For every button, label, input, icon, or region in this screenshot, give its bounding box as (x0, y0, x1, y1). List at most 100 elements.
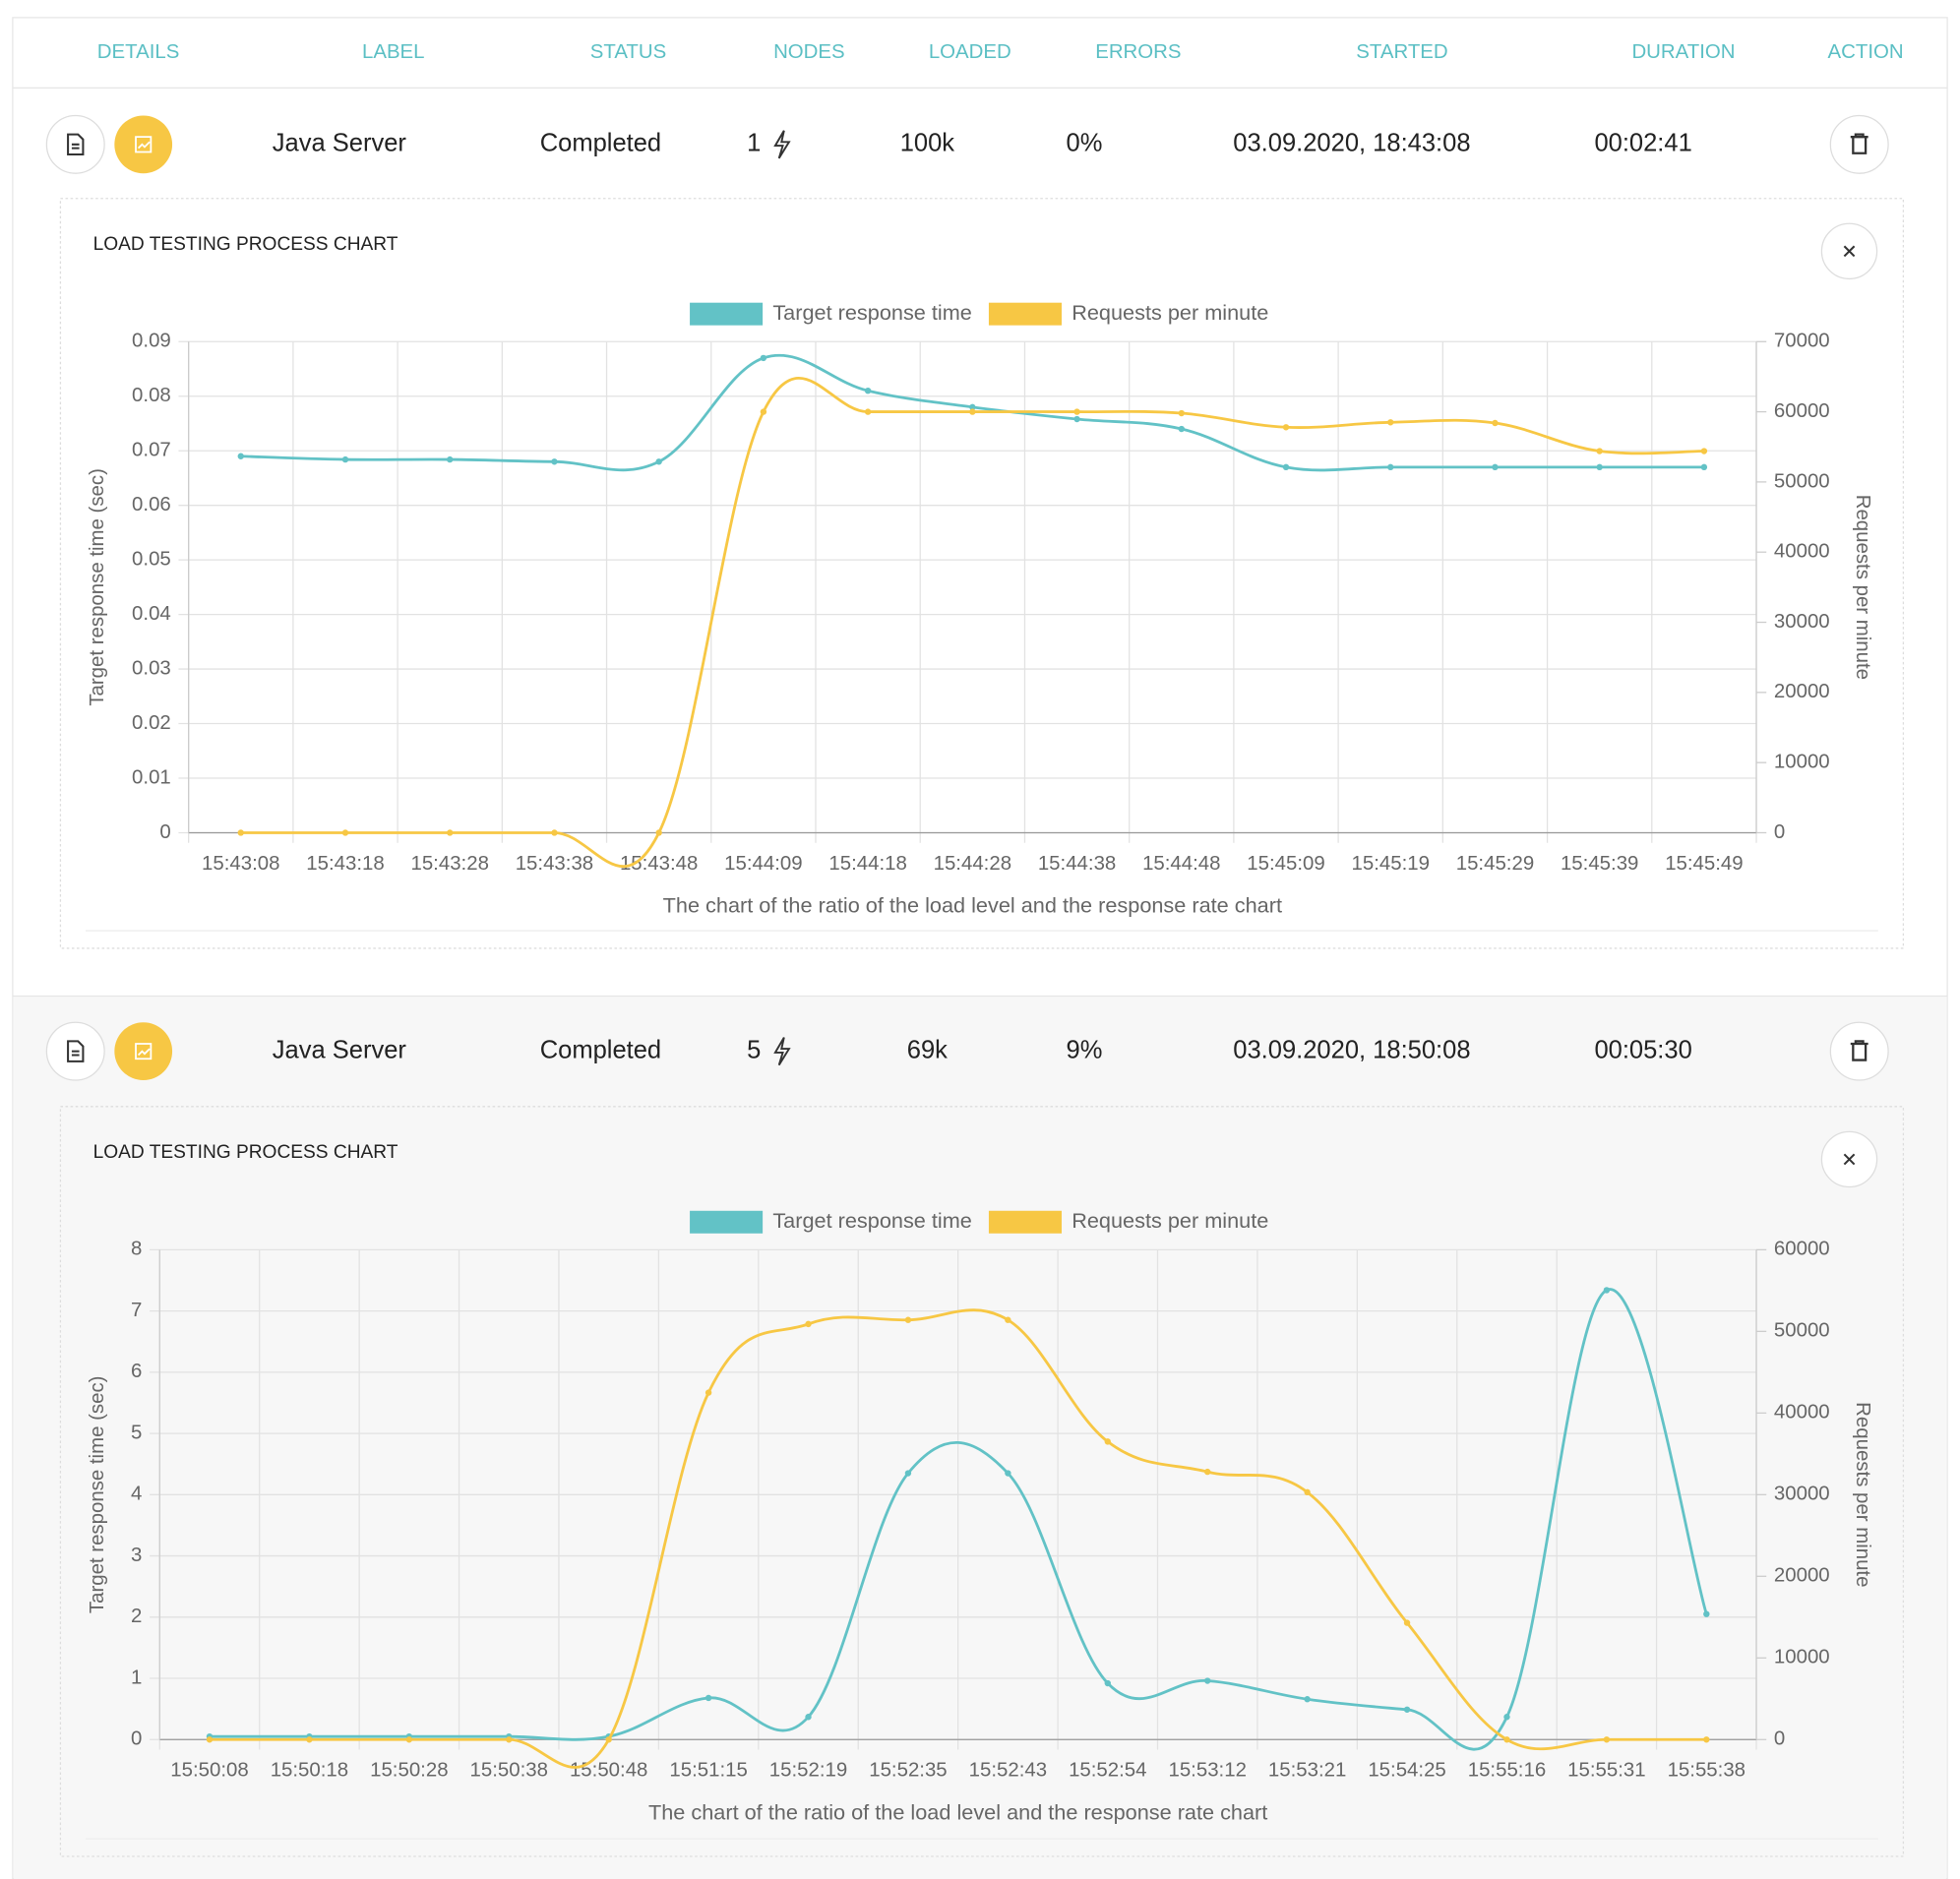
y2-tick-label: 30000 (1774, 611, 1830, 633)
x-tick-label: 15:45:39 (1561, 853, 1638, 875)
y2-tick-label: 20000 (1774, 681, 1830, 702)
chart-card (59, 198, 1905, 949)
y-tick-label: 0.05 (132, 549, 171, 571)
y-tick-label: 1 (131, 1667, 142, 1688)
y-tick-label: 0.06 (132, 494, 171, 515)
y-tick-label: 0 (131, 1728, 142, 1750)
data-point (904, 1470, 912, 1477)
legend-swatch (988, 302, 1062, 326)
column-header: NODES (773, 41, 845, 63)
column-header: STARTED (1356, 41, 1447, 63)
data-point (1403, 1619, 1411, 1626)
y2-tick-label: 30000 (1774, 1484, 1830, 1505)
data-point (605, 1736, 612, 1743)
y2-tick-label: 20000 (1774, 1565, 1830, 1587)
column-header: DETAILS (97, 41, 180, 63)
column-header: LOADED (929, 41, 1011, 63)
data-point (1282, 424, 1290, 431)
x-tick-label: 15:44:18 (828, 853, 906, 875)
column-header: ACTION (1828, 41, 1904, 63)
cell-started: 03.09.2020, 18:43:08 (1233, 130, 1470, 157)
legend-swatch (988, 1210, 1062, 1234)
x-tick-label: 15:44:28 (934, 853, 1011, 875)
data-point (306, 1736, 313, 1743)
y2-tick-label: 60000 (1774, 1239, 1830, 1260)
y-tick-label: 2 (131, 1606, 142, 1627)
x-tick-label: 15:54:25 (1368, 1760, 1445, 1782)
close-icon (1843, 245, 1856, 258)
data-point (405, 1736, 413, 1743)
y2-tick-label: 60000 (1774, 400, 1830, 422)
y-tick-label: 0 (159, 821, 170, 843)
data-point (704, 1694, 712, 1702)
cell-label: Java Server (273, 1036, 407, 1063)
data-point (1596, 463, 1603, 471)
data-point (1403, 1706, 1411, 1713)
cell-loaded: 100k (900, 130, 955, 157)
column-header: LABEL (362, 41, 425, 63)
data-point (1073, 415, 1080, 423)
data-point (1178, 425, 1185, 433)
x-axis-title: The chart of the ratio of the load level… (648, 1799, 1267, 1824)
x-tick-label: 15:50:18 (271, 1760, 348, 1782)
legend-label: Target response time (772, 1208, 972, 1233)
legend-label: Requests per minute (1072, 300, 1268, 325)
trash-icon (1850, 1040, 1868, 1061)
data-point (1178, 409, 1185, 417)
y2-tick-label: 50000 (1774, 1320, 1830, 1342)
chart-button[interactable] (114, 115, 173, 174)
y2-axis-title: Requests per minute (1852, 1402, 1873, 1587)
data-point (1703, 1610, 1710, 1617)
x-tick-label: 15:53:21 (1268, 1760, 1346, 1782)
data-point (1204, 1468, 1211, 1476)
data-point (237, 453, 244, 459)
data-point (1703, 1736, 1710, 1743)
x-tick-label: 15:52:35 (869, 1760, 947, 1782)
y-tick-label: 4 (131, 1484, 142, 1505)
x-tick-label: 15:44:48 (1142, 853, 1220, 875)
x-tick-label: 15:43:28 (410, 853, 488, 875)
bolt-icon (773, 130, 791, 159)
chart-title: LOAD TESTING PROCESS CHART (93, 1142, 398, 1163)
x-tick-label: 15:50:28 (370, 1760, 448, 1782)
data-point (969, 408, 976, 415)
data-point (1387, 463, 1394, 471)
y-tick-label: 0.03 (132, 657, 171, 679)
data-point (1304, 1696, 1311, 1703)
x-tick-label: 15:52:19 (769, 1760, 847, 1782)
data-point (704, 1389, 712, 1396)
cell-errors: 0% (1067, 130, 1103, 157)
x-tick-label: 15:50:08 (170, 1760, 248, 1782)
delete-button[interactable] (1829, 1021, 1889, 1081)
chart-title: LOAD TESTING PROCESS CHART (93, 234, 398, 255)
delete-button[interactable] (1829, 114, 1889, 174)
data-point (1503, 1714, 1510, 1721)
legend-swatch (690, 302, 764, 326)
data-point (341, 455, 349, 463)
legend-label: Requests per minute (1072, 1208, 1268, 1233)
data-point (1492, 463, 1499, 471)
y-tick-label: 7 (131, 1300, 142, 1321)
x-tick-label: 15:43:18 (306, 853, 384, 875)
y2-tick-label: 0 (1774, 821, 1785, 843)
x-tick-label: 15:55:31 (1567, 1760, 1645, 1782)
cell-nodes: 1 (747, 130, 761, 157)
y-tick-label: 0.07 (132, 440, 171, 461)
y-tick-label: 3 (131, 1545, 142, 1566)
chart-button[interactable] (114, 1022, 173, 1080)
data-point (864, 408, 872, 415)
data-point (551, 458, 558, 465)
data-point (1104, 1679, 1111, 1687)
cell-status: Completed (540, 1036, 661, 1063)
close-icon (1843, 1153, 1856, 1166)
y2-tick-label: 0 (1774, 1728, 1785, 1750)
data-point (237, 829, 244, 836)
doc-icon (67, 1040, 85, 1062)
data-point (1005, 1316, 1011, 1323)
cell-label: Java Server (273, 130, 407, 157)
y2-tick-label: 70000 (1774, 331, 1830, 352)
legend-label: Target response time (772, 300, 972, 325)
data-point (805, 1320, 812, 1328)
data-point (760, 408, 767, 415)
